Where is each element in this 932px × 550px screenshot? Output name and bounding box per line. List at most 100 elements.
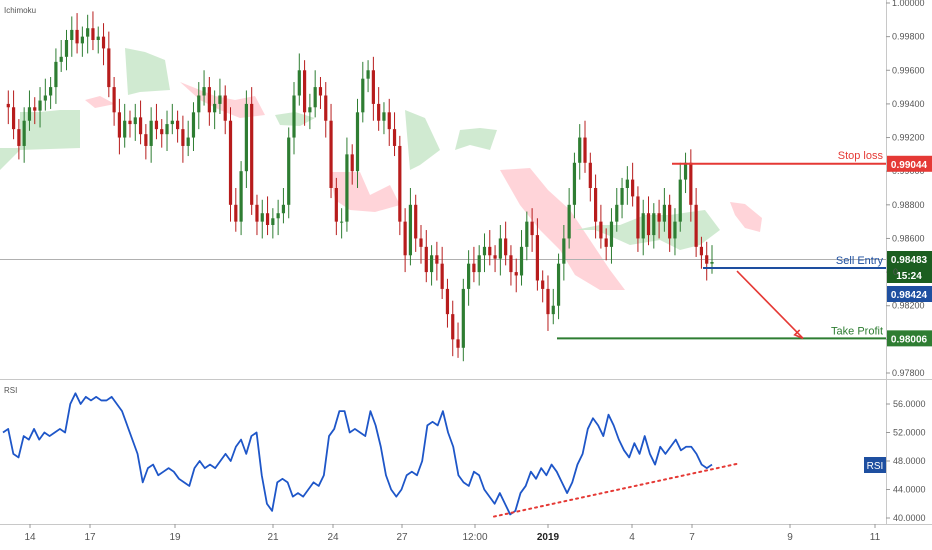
candle-body xyxy=(710,262,714,264)
price-tick-label: 0.99400 xyxy=(892,99,925,109)
candle-body xyxy=(498,238,502,259)
time-tick-label: 17 xyxy=(84,532,96,543)
candle-body xyxy=(509,255,513,273)
candle-body xyxy=(567,204,571,239)
last-price-tag: 0.98483 xyxy=(891,255,928,266)
candle-body xyxy=(27,107,32,121)
candle-body xyxy=(440,263,444,289)
price-tick-label: 0.97800 xyxy=(892,368,925,378)
time-tick-label: 19 xyxy=(169,532,181,543)
candle-body xyxy=(255,204,259,222)
candle-body xyxy=(271,218,275,225)
trade-levels: Stop loss Sell Entry Take Profit xyxy=(557,150,886,340)
time-tick-label: 21 xyxy=(267,532,279,543)
candle-body xyxy=(631,179,635,197)
candle-body xyxy=(123,120,127,138)
candle-body xyxy=(340,221,344,223)
candle-body xyxy=(324,95,328,121)
candle-body xyxy=(302,70,307,113)
sell-entry-tag: 0.98424 xyxy=(891,290,928,301)
candle-body xyxy=(551,305,555,315)
candle-body xyxy=(504,238,508,256)
price-tick-label: 0.99600 xyxy=(892,65,925,75)
time-tick-label: 9 xyxy=(787,532,793,543)
countdown-tag-bg xyxy=(887,267,932,283)
candle-body xyxy=(202,87,206,96)
candle-body xyxy=(218,95,222,104)
candle-body xyxy=(572,162,577,205)
candle-body xyxy=(583,137,587,163)
candle-body xyxy=(424,246,428,273)
candle-body xyxy=(176,120,180,130)
candle-body xyxy=(281,204,286,214)
time-tick-label: 27 xyxy=(396,532,408,543)
candle-body xyxy=(165,124,169,135)
take-profit-tag-bg xyxy=(887,330,932,347)
candle-body xyxy=(86,28,90,37)
candle-body xyxy=(472,263,476,273)
candle-body xyxy=(641,213,645,239)
candle-body xyxy=(17,129,21,146)
candle-body xyxy=(54,61,58,88)
rsi-value-tag-bg xyxy=(864,457,886,473)
candle-body xyxy=(636,196,640,239)
candle-body xyxy=(318,87,323,96)
candle-body xyxy=(149,120,153,146)
candle-body xyxy=(244,103,248,172)
kumo-patch xyxy=(455,128,497,150)
candle-body xyxy=(615,204,619,222)
candle-body xyxy=(652,213,656,236)
candle-body xyxy=(530,221,534,236)
take-profit-label: Take Profit xyxy=(831,325,883,337)
axis-marker: 0 xyxy=(893,267,898,277)
candle-body xyxy=(578,137,582,163)
candle-body xyxy=(91,28,95,40)
candle-body xyxy=(419,238,423,247)
kumo-patch xyxy=(730,202,762,232)
candle-body xyxy=(350,154,354,172)
candle-body xyxy=(689,162,693,205)
candle-body xyxy=(154,120,159,130)
candle-body xyxy=(699,246,704,256)
candle-body xyxy=(207,87,211,113)
candles xyxy=(6,11,714,362)
candle-body xyxy=(678,179,682,222)
candle-body xyxy=(49,87,53,96)
time-tick-label: 24 xyxy=(327,532,339,543)
main-pane-title: Ichimoku xyxy=(4,6,36,15)
candle-body xyxy=(355,112,360,172)
candle-body xyxy=(112,87,116,113)
candle-body xyxy=(382,112,386,121)
stop-loss-tag: 0.99044 xyxy=(891,160,928,171)
candle-body xyxy=(646,213,651,236)
candle-body xyxy=(43,95,47,101)
candle-body xyxy=(467,263,471,289)
time-tick-label: 2019 xyxy=(537,532,560,543)
price-tick-label: 0.99800 xyxy=(892,32,925,42)
time-tick-label: 11 xyxy=(870,532,881,543)
candle-body xyxy=(435,255,439,264)
kumo-patch xyxy=(0,110,80,170)
kumo-patch xyxy=(125,48,170,95)
candle-body xyxy=(683,162,688,180)
rsi-trendline xyxy=(493,462,738,518)
rsi-value-tag: RSI xyxy=(867,461,884,472)
candle-body xyxy=(493,255,497,259)
rsi-tick-label: 44.0000 xyxy=(893,485,926,495)
candle-body xyxy=(519,246,524,276)
candle-body xyxy=(292,95,296,138)
time-tick-label: 4 xyxy=(629,532,635,543)
rsi-line xyxy=(2,392,713,516)
candle-body xyxy=(366,70,370,79)
candle-body xyxy=(387,112,391,130)
candle-body xyxy=(668,204,672,239)
candle-body xyxy=(588,162,592,188)
candle-body xyxy=(398,145,402,222)
candle-body xyxy=(250,103,254,205)
candle-body xyxy=(117,112,122,138)
time-tick-label: 7 xyxy=(689,532,695,543)
candle-body xyxy=(96,36,100,40)
candle-body xyxy=(514,272,518,276)
